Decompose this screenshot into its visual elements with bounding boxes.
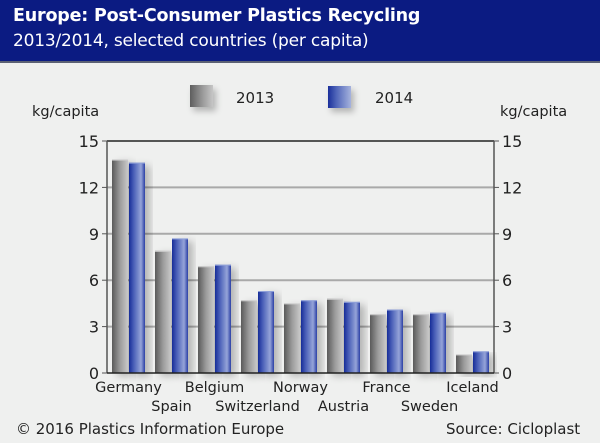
y-tick-label-right: 0 (502, 364, 512, 383)
bar-2014-sweden (430, 312, 446, 373)
bar-2014-norway (301, 300, 317, 373)
legend-label-2013: 2013 (236, 89, 275, 107)
bar-2014-austria (344, 301, 360, 373)
bar-2013-austria (327, 298, 343, 373)
bar-2014-switzerland (258, 291, 274, 373)
x-tick-label: Austria (318, 399, 369, 415)
copyright-text: © 2016 Plastics Information Europe (16, 420, 285, 438)
bar-2013-germany (112, 159, 128, 373)
bar-2013-france (370, 314, 386, 373)
y-tick-label-left: 12 (79, 178, 99, 197)
y-tick-label-left: 0 (89, 364, 99, 383)
bar-2013-belgium (198, 266, 214, 373)
legend-swatch-2014 (328, 86, 351, 108)
chart-subtitle: 2013/2014, selected countries (per capit… (13, 31, 369, 51)
y-tick-label-right: 9 (502, 225, 512, 244)
x-tick-label: Switzerland (215, 399, 300, 415)
legend-swatch-2013 (190, 85, 213, 107)
y-tick-label-left: 6 (89, 271, 99, 290)
x-tick-label: France (362, 380, 410, 396)
x-tick-label: Sweden (401, 399, 458, 415)
bar-2014-spain (172, 238, 188, 373)
y-tick-label-right: 3 (502, 318, 512, 337)
y-tick-label-right: 6 (502, 271, 512, 290)
bar-2013-iceland (456, 354, 472, 373)
source-text: Source: Cicloplast (446, 420, 581, 438)
y-tick-label-right: 15 (502, 132, 522, 151)
y-axis-label-right: kg/capita (500, 104, 568, 120)
bar-2013-switzerland (241, 300, 257, 373)
bar-2013-norway (284, 303, 300, 373)
y-tick-label-right: 12 (502, 178, 522, 197)
bar-2013-spain (155, 250, 171, 373)
y-tick-label-left: 3 (89, 318, 99, 337)
y-tick-label-left: 15 (79, 132, 99, 151)
x-tick-label: Germany (95, 380, 162, 396)
x-tick-label: Spain (151, 399, 192, 415)
y-tick-label-left: 9 (89, 225, 99, 244)
legend-label-2014: 2014 (375, 89, 414, 107)
x-tick-label: Belgium (185, 380, 244, 396)
bar-2013-sweden (413, 314, 429, 373)
x-tick-label: Iceland (446, 380, 498, 396)
bar-2014-germany (129, 162, 145, 373)
chart-title: Europe: Post-Consumer Plastics Recycling (13, 6, 421, 26)
chart-header: Europe: Post-Consumer Plastics Recycling… (0, 0, 600, 63)
y-axis-label-left: kg/capita (32, 104, 100, 120)
bar-2014-iceland (473, 351, 489, 373)
x-tick-label: Norway (273, 380, 328, 396)
bar-2014-belgium (215, 264, 231, 373)
bar-2014-france (387, 309, 403, 373)
